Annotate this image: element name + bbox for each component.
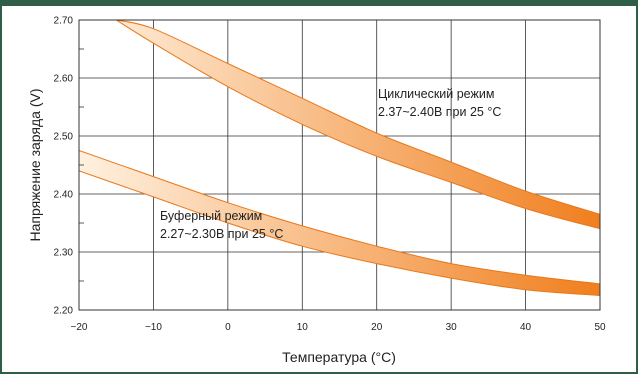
series-band-cyclic [115, 20, 600, 230]
plot-area-border [78, 19, 601, 311]
y-tick-label: 2.30 [54, 248, 74, 259]
x-tick-label: 10 [297, 322, 309, 333]
x-tick-label: 40 [520, 322, 532, 333]
y-axis-ticks: 2.20 2.30 2.40 2.50 2.60 2.70 [54, 16, 84, 317]
annotation-float-title: Буферный режим [160, 209, 262, 223]
y-axis-title: Напряжение заряда (V) [27, 89, 43, 242]
y-tick-label: 2.40 [54, 190, 74, 201]
chart: −20 −10 0 10 20 30 40 50 2.202.302.402.502.602.… [27, 16, 606, 366]
x-tick-label: 30 [446, 322, 458, 333]
x-axis-ticks: −20 −10 0 10 20 30 40 50 [71, 322, 606, 333]
grid [79, 20, 600, 310]
x-tick-label: −20 [71, 322, 88, 333]
x-tick-label: 50 [594, 322, 606, 333]
annotation-cyclic-title: Циклический режим [378, 87, 494, 101]
y-tick-label: 2.60 [54, 74, 74, 85]
x-tick-label: 0 [225, 322, 231, 333]
y-tick-label: 2.70 [54, 16, 74, 27]
y-tick-label: 2.20 [54, 306, 74, 317]
series-band-float [79, 149, 600, 297]
annotation-float-value: 2.27~2.30В при 25 °C [160, 227, 283, 241]
y-tick-label: 2.50 [54, 132, 74, 143]
x-axis-title: Температура (°C) [282, 349, 396, 365]
x-tick-label: 20 [371, 322, 383, 333]
annotation-cyclic-value: 2.37~2.40В при 25 °C [378, 105, 501, 119]
x-tick-label: −10 [145, 322, 162, 333]
